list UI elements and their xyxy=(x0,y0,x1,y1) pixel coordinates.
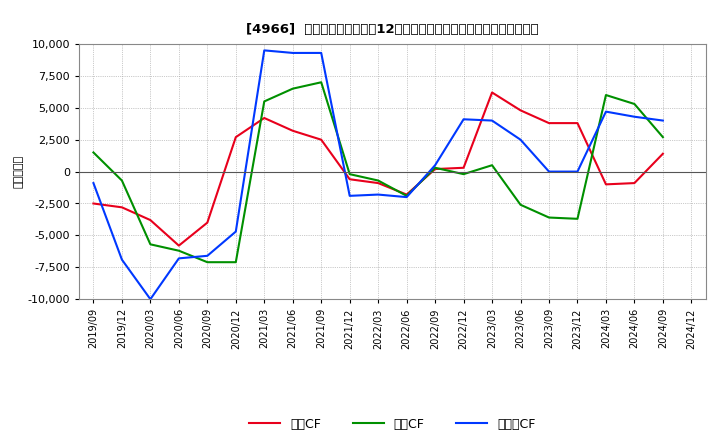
フリーCF xyxy=(516,137,525,142)
フリーCF xyxy=(146,297,155,302)
営業CF xyxy=(459,165,468,170)
投資CF xyxy=(459,172,468,177)
投資CF xyxy=(374,178,382,183)
営業CF xyxy=(573,121,582,126)
投資CF xyxy=(232,260,240,265)
Line: 営業CF: 営業CF xyxy=(94,92,663,246)
営業CF xyxy=(232,135,240,140)
投資CF xyxy=(630,101,639,106)
フリーCF xyxy=(545,169,554,174)
営業CF xyxy=(117,205,126,210)
フリーCF xyxy=(232,229,240,234)
投資CF xyxy=(659,135,667,140)
フリーCF xyxy=(573,169,582,174)
投資CF xyxy=(117,178,126,183)
営業CF xyxy=(630,180,639,186)
営業CF xyxy=(487,90,496,95)
フリーCF xyxy=(203,253,212,258)
フリーCF xyxy=(374,192,382,197)
フリーCF xyxy=(346,193,354,198)
Line: フリーCF: フリーCF xyxy=(94,50,663,299)
投資CF xyxy=(174,248,183,253)
投資CF xyxy=(516,202,525,207)
営業CF xyxy=(374,180,382,186)
営業CF xyxy=(602,182,611,187)
Line: 投資CF: 投資CF xyxy=(94,82,663,262)
Legend: 営業CF, 投資CF, フリーCF: 営業CF, 投資CF, フリーCF xyxy=(244,413,541,436)
Y-axis label: （百万円）: （百万円） xyxy=(14,155,24,188)
フリーCF xyxy=(260,48,269,53)
営業CF xyxy=(203,220,212,225)
営業CF xyxy=(146,217,155,223)
投資CF xyxy=(545,215,554,220)
フリーCF xyxy=(659,118,667,123)
投資CF xyxy=(431,165,439,170)
投資CF xyxy=(317,80,325,85)
フリーCF xyxy=(117,257,126,262)
フリーCF xyxy=(89,180,98,186)
フリーCF xyxy=(602,109,611,114)
投資CF xyxy=(487,162,496,168)
営業CF xyxy=(545,121,554,126)
投資CF xyxy=(573,216,582,221)
営業CF xyxy=(431,166,439,172)
フリーCF xyxy=(459,117,468,122)
投資CF xyxy=(89,150,98,155)
投資CF xyxy=(260,99,269,104)
フリーCF xyxy=(317,50,325,55)
営業CF xyxy=(346,176,354,182)
フリーCF xyxy=(431,162,439,168)
Title: [4966]  キャッシュフローの12か月移動合計の対前年同期増減額の推移: [4966] キャッシュフローの12か月移動合計の対前年同期増減額の推移 xyxy=(246,23,539,36)
フリーCF xyxy=(630,114,639,119)
フリーCF xyxy=(289,50,297,55)
投資CF xyxy=(346,172,354,177)
フリーCF xyxy=(402,194,411,200)
フリーCF xyxy=(487,118,496,123)
営業CF xyxy=(89,201,98,206)
投資CF xyxy=(289,86,297,92)
営業CF xyxy=(260,115,269,121)
投資CF xyxy=(602,92,611,98)
フリーCF xyxy=(174,256,183,261)
営業CF xyxy=(289,128,297,133)
投資CF xyxy=(146,242,155,247)
営業CF xyxy=(317,137,325,142)
営業CF xyxy=(516,108,525,113)
営業CF xyxy=(402,192,411,197)
投資CF xyxy=(203,260,212,265)
投資CF xyxy=(402,193,411,198)
営業CF xyxy=(174,243,183,248)
営業CF xyxy=(659,151,667,156)
